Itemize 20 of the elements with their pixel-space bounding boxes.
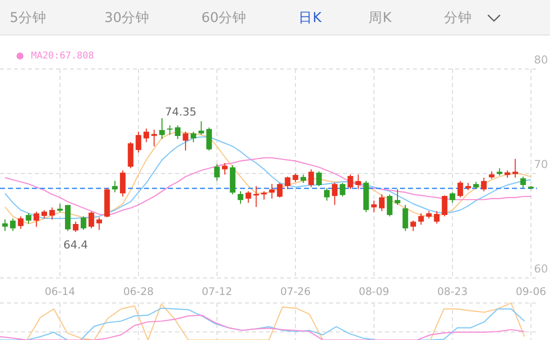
x-tick-label: 09-06 (516, 286, 547, 298)
x-tick-label: 07-12 (202, 286, 232, 298)
text: 5分钟 (10, 10, 46, 26)
x-tick-label: 08-23 (437, 286, 468, 298)
x-tick-label: 06-28 (123, 286, 154, 298)
annotation: 64.4 (63, 238, 88, 252)
y-tick-label: 60 (534, 262, 548, 276)
y-tick-label: 70 (534, 158, 548, 171)
text: 60分钟 (201, 10, 247, 26)
annotation: 74.35 (165, 106, 196, 119)
y-tick-label: 80 (534, 54, 548, 66)
text: 日K (298, 10, 323, 26)
text: 周K (368, 10, 393, 26)
x-tick-label: 08-09 (358, 286, 390, 298)
text: 30分钟 (104, 10, 150, 26)
x-tick-label: 07-26 (280, 286, 312, 298)
x-tick-label: 06-14 (44, 286, 76, 298)
legend: MA20:67.808 (16, 50, 94, 62)
text: 分钟 (444, 10, 472, 26)
legend-label: MA20:67.808 (31, 50, 94, 62)
